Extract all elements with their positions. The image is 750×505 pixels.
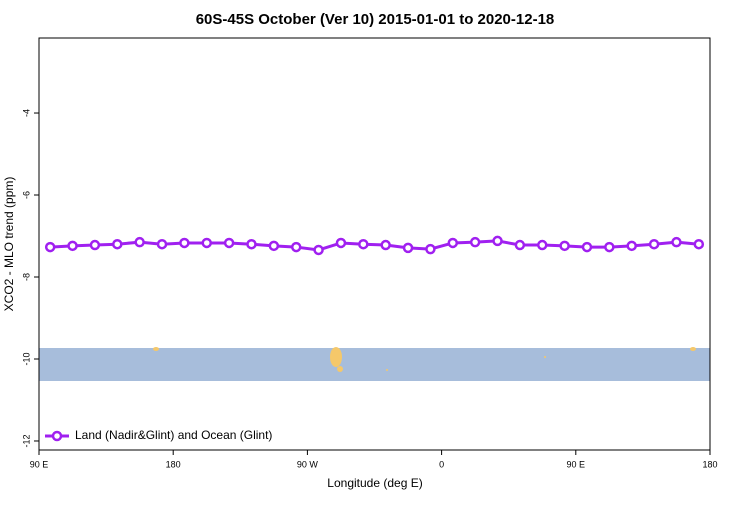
series-point (223, 237, 235, 249)
series-point (380, 239, 391, 251)
series-line (50, 239, 699, 252)
series-point (179, 237, 190, 249)
x-tick-label: 0 (439, 459, 444, 469)
series-point (604, 241, 615, 253)
series-point (537, 239, 548, 251)
y-tick-label: -8 (21, 273, 31, 281)
y-tick-label: -6 (21, 191, 31, 199)
legend-label: Land (Nadir&Glint) and Ocean (Glint) (75, 428, 272, 442)
x-tick-label: 90 E (30, 459, 49, 469)
x-tick-label: 90 W (297, 459, 319, 469)
series-point (268, 240, 280, 252)
x-axis-label: Longitude (deg E) (327, 476, 422, 490)
series-point (492, 235, 503, 247)
series-point (559, 240, 570, 252)
legend-marker (51, 430, 63, 442)
series-point (246, 238, 257, 250)
x-tick-label: 180 (166, 459, 181, 469)
series-point (693, 238, 705, 250)
y-tick-label: -10 (21, 352, 31, 365)
land-patches (153, 347, 696, 372)
series-point (402, 242, 414, 254)
series-point (156, 238, 168, 250)
series-point (626, 240, 637, 252)
series-point (335, 237, 347, 249)
series-point (425, 243, 436, 255)
x-tick-label: 180 (702, 459, 717, 469)
series-point (469, 236, 481, 248)
series-point (358, 238, 369, 250)
series-point (313, 244, 324, 256)
series-point (134, 236, 145, 248)
series-point (67, 240, 78, 252)
map-strip (39, 348, 710, 381)
series-point (447, 237, 459, 249)
x-tick-label: 90 E (567, 459, 586, 469)
series-point (514, 239, 526, 251)
series-point (201, 237, 212, 249)
series-point (648, 238, 660, 250)
series-point (89, 239, 101, 251)
series-point (44, 241, 56, 253)
y-tick-label: -12 (21, 434, 31, 447)
series-point (671, 236, 682, 248)
chart-title: 60S-45S October (Ver 10) 2015-01-01 to 2… (196, 11, 555, 28)
series-point (112, 238, 123, 250)
plot-frame (38, 37, 711, 451)
series-point (290, 241, 302, 253)
y-tick-label: -4 (21, 109, 31, 117)
series-point (581, 241, 593, 253)
y-axis-label: XCO2 - MLO trend (ppm) (2, 177, 16, 312)
